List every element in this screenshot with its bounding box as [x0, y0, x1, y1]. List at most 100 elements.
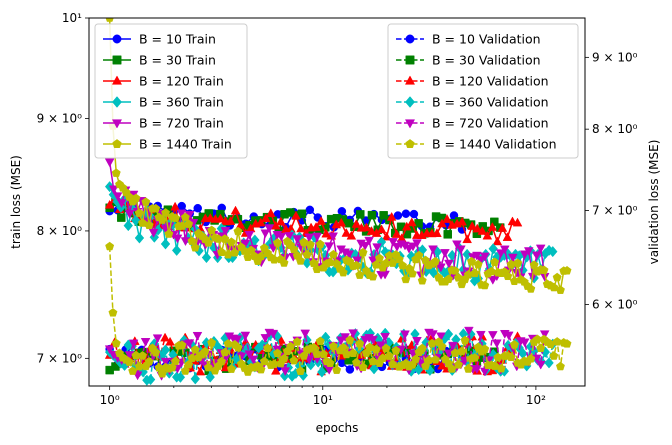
data-point [432, 228, 442, 237]
data-point [412, 239, 422, 249]
data-point [490, 257, 500, 266]
data-point [230, 248, 240, 257]
data-point [190, 373, 201, 385]
legend-box [94, 23, 248, 159]
data-point [244, 231, 255, 240]
data-point [348, 329, 358, 339]
data-point [356, 210, 365, 219]
data-point [414, 250, 424, 260]
data-point [190, 345, 200, 354]
data-point [407, 268, 417, 278]
data-point [497, 222, 508, 232]
data-point [443, 328, 454, 340]
data-point [321, 228, 331, 238]
data-point [172, 234, 183, 244]
data-point [215, 213, 226, 223]
data-point [302, 249, 312, 259]
y-right-tick-label: 7 × 10⁰ [592, 204, 638, 218]
data-point [184, 219, 194, 228]
data-point [104, 345, 115, 355]
data-point [226, 364, 236, 373]
data-point [526, 284, 536, 293]
data-point [161, 208, 171, 217]
data-point [317, 366, 327, 378]
data-point [279, 258, 289, 267]
data-point [549, 351, 559, 360]
data-point [284, 232, 295, 241]
data-point [324, 242, 334, 252]
legend-entry: B = 120 Train [103, 74, 224, 89]
data-point [180, 366, 190, 375]
data-point [448, 341, 458, 351]
data-point [411, 354, 421, 363]
data-point [480, 367, 490, 377]
data-point [430, 354, 440, 364]
data-point [376, 224, 387, 234]
y-left-tick-label: 8 × 10⁰ [37, 224, 83, 238]
data-point [366, 226, 377, 235]
data-point [372, 243, 382, 253]
data-point [296, 366, 305, 375]
data-point [381, 343, 391, 353]
data-point [487, 276, 498, 285]
data-point [470, 353, 480, 362]
data-point [116, 201, 126, 213]
data-point [388, 238, 398, 247]
data-point [201, 251, 212, 264]
data-point [361, 222, 372, 232]
y-left-tick-label: 7 × 10⁰ [37, 351, 83, 365]
plot-frame [88, 17, 586, 387]
data-point [406, 217, 417, 227]
data-point [393, 211, 403, 220]
legend-label: B = 120 Validation [432, 74, 549, 89]
data-point [371, 344, 381, 354]
data-point [457, 346, 467, 356]
data-point [111, 338, 121, 348]
data-point [401, 209, 411, 218]
data-point [472, 251, 482, 261]
data-point [358, 362, 368, 372]
x-tick-label: 10¹ [313, 393, 333, 407]
data-point [272, 348, 282, 358]
data-point [264, 224, 275, 234]
data-point [388, 359, 398, 368]
data-point [345, 335, 355, 344]
data-point [141, 197, 151, 206]
data-point [184, 339, 195, 349]
data-point [279, 370, 290, 382]
data-point [442, 214, 452, 223]
data-point [328, 249, 338, 259]
data-point [444, 274, 454, 283]
data-point [509, 339, 519, 349]
data-point [157, 215, 167, 224]
data-point [549, 282, 559, 292]
data-point [562, 265, 572, 275]
data-point [280, 367, 291, 377]
data-point [217, 247, 227, 256]
legend-marker [112, 139, 122, 148]
data-point [332, 365, 342, 374]
data-point [512, 217, 523, 227]
data-point [193, 203, 202, 213]
legend-marker [111, 119, 123, 129]
data-point [453, 273, 463, 282]
data-point [467, 221, 478, 230]
data-point [145, 373, 156, 386]
data-point [203, 238, 213, 247]
legend-label: B = 720 Validation [432, 116, 549, 131]
data-point [104, 158, 115, 168]
data-point [328, 232, 338, 242]
data-point [338, 342, 348, 352]
data-point [260, 229, 271, 239]
data-point [400, 330, 410, 340]
data-point [328, 341, 338, 351]
data-point [391, 229, 402, 238]
data-point [124, 357, 134, 366]
data-point [315, 336, 325, 346]
data-point [175, 371, 186, 383]
y-right-tick-label: 8 × 10⁰ [592, 122, 638, 136]
data-point [355, 339, 365, 348]
data-point [217, 356, 227, 366]
data-point [220, 347, 230, 357]
